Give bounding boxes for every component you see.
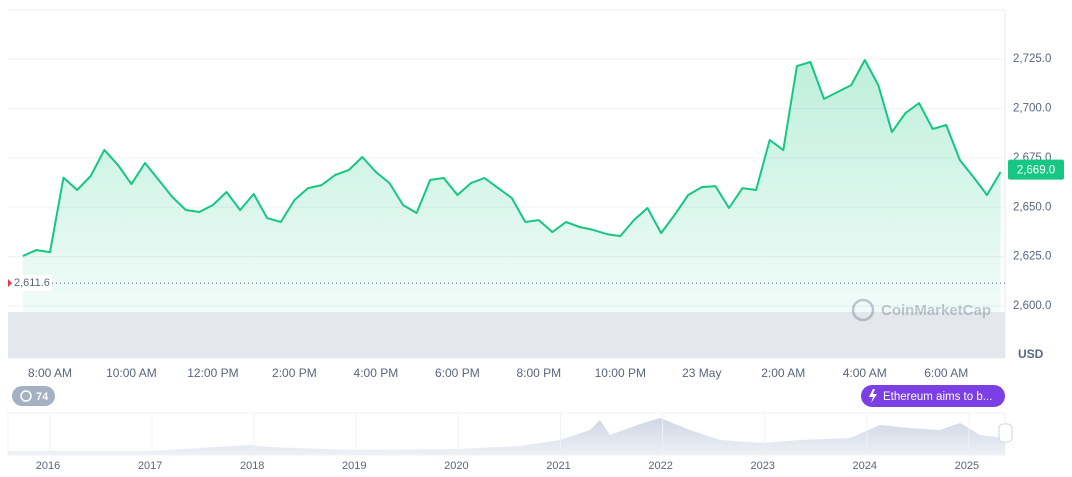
y-tick-label: 2,700.0 bbox=[1013, 102, 1051, 114]
x-tick-label: 6:00 PM bbox=[435, 366, 480, 380]
plot-area bbox=[8, 9, 1005, 358]
x-tick-label: 10:00 PM bbox=[595, 366, 646, 380]
y-tick-label: 2,600.0 bbox=[1013, 300, 1051, 312]
navigator-year: 2018 bbox=[240, 460, 264, 472]
navigator-handle[interactable] bbox=[998, 423, 1013, 443]
x-tick-label: 10:00 AM bbox=[106, 366, 157, 380]
watermark-logo bbox=[851, 298, 875, 322]
navigator-year: 2016 bbox=[36, 460, 60, 472]
navigator-year: 2024 bbox=[853, 460, 877, 472]
news-badge[interactable]: Ethereum aims to b... bbox=[861, 385, 1005, 407]
navigator bbox=[7, 412, 1013, 456]
navigator-area bbox=[8, 418, 1005, 455]
volume-band bbox=[8, 312, 1005, 358]
badge-icon bbox=[20, 390, 32, 402]
y-tick-label: 2,650.0 bbox=[1013, 201, 1051, 213]
history-badge[interactable]: 74 bbox=[12, 386, 55, 406]
badge-bg bbox=[12, 386, 55, 406]
x-tick-label: 4:00 AM bbox=[843, 366, 887, 380]
navigator-year: 2023 bbox=[750, 460, 774, 472]
y-tick-label: 2,625.0 bbox=[1013, 251, 1051, 263]
navigator-year: 2022 bbox=[648, 460, 672, 472]
navigator-year: 2025 bbox=[955, 460, 979, 472]
navigator-year: 2019 bbox=[342, 460, 366, 472]
price-line bbox=[22, 59, 1002, 257]
reference-marker bbox=[8, 279, 12, 288]
current-price-badge bbox=[1008, 159, 1064, 180]
x-tick-label: 4:00 PM bbox=[354, 366, 399, 380]
watermark-text: CoinMarketCap bbox=[881, 302, 991, 319]
x-tick-label: 12:00 PM bbox=[187, 366, 238, 380]
navigator-year: 2020 bbox=[444, 460, 468, 472]
news-bg bbox=[861, 385, 1005, 407]
current-price-label: 2,669.0 bbox=[1017, 165, 1055, 177]
x-tick-label: 8:00 PM bbox=[516, 366, 561, 380]
y-tick-label: 2,725.0 bbox=[1013, 53, 1051, 65]
navigator-year: 2017 bbox=[138, 460, 162, 472]
x-tick-label: 23 May bbox=[682, 366, 721, 380]
badge-count: 74 bbox=[36, 391, 49, 403]
reference-label-bg bbox=[12, 275, 52, 292]
x-tick-label: 8:00 AM bbox=[28, 366, 72, 380]
news-text: Ethereum aims to b... bbox=[883, 391, 992, 403]
watermark: CoinMarketCap bbox=[851, 298, 991, 322]
x-tick-label: 2:00 AM bbox=[761, 366, 805, 380]
reference-label: 2,611.6 bbox=[14, 277, 50, 289]
news-icon bbox=[869, 389, 877, 403]
currency-label: USD bbox=[1018, 347, 1044, 361]
x-tick-label: 6:00 AM bbox=[924, 366, 968, 380]
navigator-year: 2021 bbox=[546, 460, 570, 472]
x-tick-label: 2:00 PM bbox=[272, 366, 317, 380]
